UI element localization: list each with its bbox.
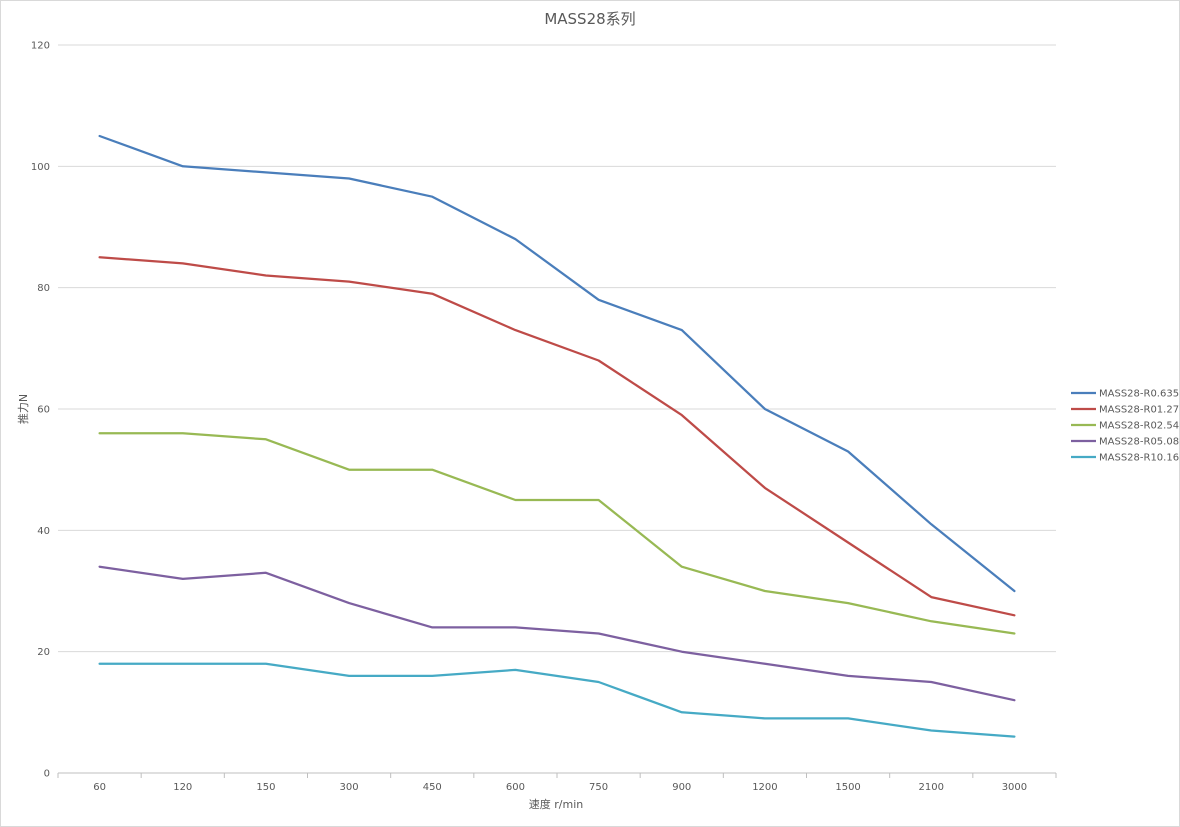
x-tick-label: 120 bbox=[173, 782, 192, 793]
x-tick-label: 900 bbox=[672, 782, 691, 793]
y-tick-label: 0 bbox=[44, 769, 50, 780]
series-group bbox=[98, 134, 1016, 738]
series-line-3 bbox=[98, 432, 1016, 635]
legend-label: MASS28-R01.27 bbox=[1099, 405, 1179, 416]
y-axis: 0 20 40 60 80 100 120 bbox=[31, 41, 50, 780]
y-tick-label: 20 bbox=[37, 647, 50, 658]
x-tick-label: 2100 bbox=[919, 782, 944, 793]
y-tick-label: 80 bbox=[37, 283, 50, 294]
legend: MASS28-R0.635 MASS28-R01.27 MASS28-R02.54 M… bbox=[1071, 389, 1179, 464]
x-tick-label: 600 bbox=[506, 782, 525, 793]
y-tick-label: 120 bbox=[31, 41, 50, 52]
x-tick-label: 3000 bbox=[1002, 782, 1027, 793]
series-line-2 bbox=[98, 256, 1016, 617]
legend-label: MASS28-R05.08 bbox=[1099, 437, 1179, 448]
chart-title: MASS28系列 bbox=[544, 10, 635, 28]
legend-label: MASS28-R0.635 bbox=[1099, 389, 1179, 400]
x-tick-label: 750 bbox=[589, 782, 608, 793]
x-tick-label: 450 bbox=[423, 782, 442, 793]
series-line-4 bbox=[98, 565, 1016, 702]
x-tick-label: 150 bbox=[256, 782, 275, 793]
x-tick-label: 1200 bbox=[752, 782, 777, 793]
legend-label: MASS28-R10.16 bbox=[1099, 453, 1179, 464]
legend-label: MASS28-R02.54 bbox=[1099, 421, 1179, 432]
y-axis-label: 推力N bbox=[16, 394, 30, 424]
x-tick-label: 60 bbox=[93, 782, 106, 793]
gridlines bbox=[58, 44, 1056, 653]
x-tick-label: 1500 bbox=[835, 782, 860, 793]
y-tick-label: 100 bbox=[31, 162, 50, 173]
series-line-5 bbox=[98, 662, 1016, 738]
series-line-1 bbox=[98, 134, 1016, 593]
x-axis: 60 120 150 300 450 600 750 900 1200 1500 2100 3000 bbox=[57, 772, 1057, 793]
x-axis-label: 速度 r/min bbox=[529, 797, 583, 811]
x-tick-label: 300 bbox=[340, 782, 359, 793]
y-tick-label: 60 bbox=[37, 405, 50, 416]
y-tick-label: 40 bbox=[37, 526, 50, 537]
